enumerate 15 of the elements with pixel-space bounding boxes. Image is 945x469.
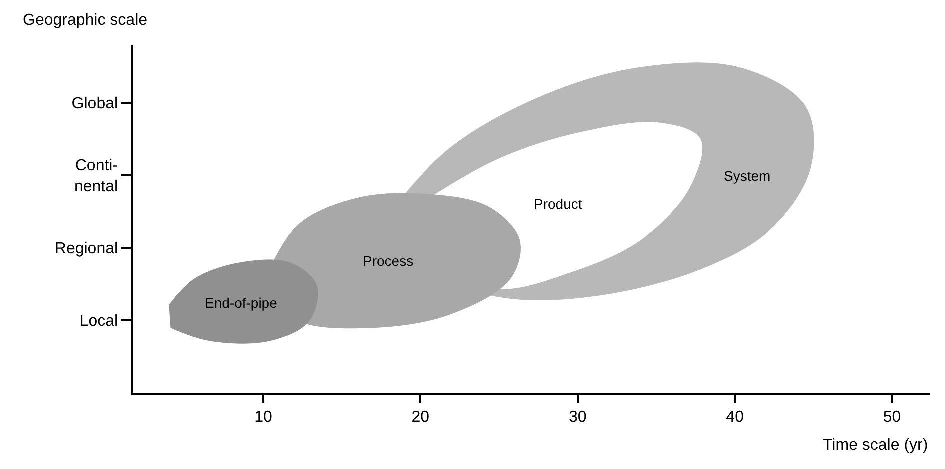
series-label: Process [363,253,414,269]
series-label: System [724,168,771,184]
x-tick-label: 10 [254,408,272,426]
category-label: Conti- nental [74,158,118,196]
y-axis-title: Geographic scale [23,12,148,29]
x-tick-label: 40 [726,408,744,426]
category-label: Regional [54,240,118,258]
series-label: End-of-pipe [205,295,278,311]
x-tick-label: 50 [883,408,902,426]
category-label: Global [72,96,118,113]
series-label: Product [534,196,582,212]
x-tick-label: 30 [568,408,587,426]
x-tick-label: 20 [412,408,430,426]
x-axis-title: Time scale (yr) [823,437,928,454]
category-label: Local [80,313,118,330]
